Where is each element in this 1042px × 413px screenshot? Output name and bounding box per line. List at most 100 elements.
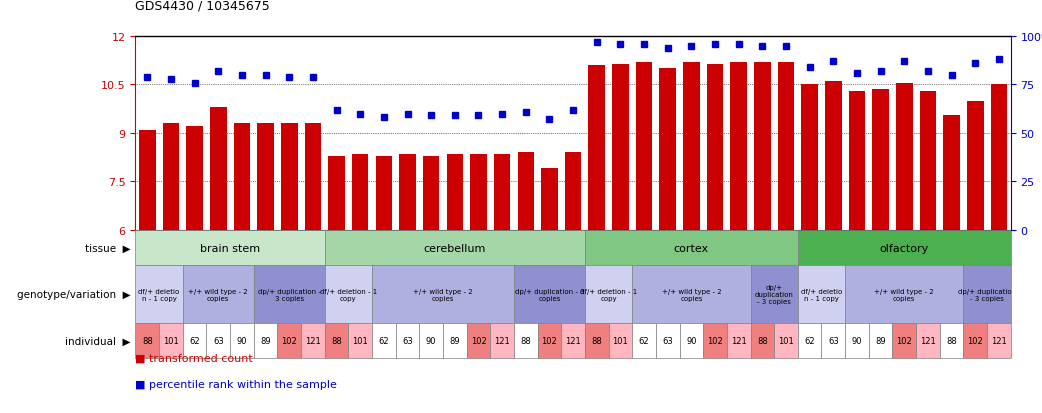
Text: 63: 63 [402, 336, 413, 345]
Bar [514, 323, 538, 358]
Text: 63: 63 [213, 336, 224, 345]
Bar [518, 153, 535, 230]
Bar [470, 154, 487, 230]
Bar [798, 266, 845, 323]
Bar [187, 127, 203, 230]
Bar [135, 323, 159, 358]
Bar [135, 266, 182, 323]
Bar [585, 323, 609, 358]
Bar [328, 156, 345, 230]
Bar [304, 124, 321, 230]
Bar [609, 323, 632, 358]
Bar [325, 266, 372, 323]
Text: dp/+ duplication -
3 copies: dp/+ duplication - 3 copies [257, 288, 321, 301]
Bar [423, 156, 440, 230]
Text: df/+ deletion - 1
copy: df/+ deletion - 1 copy [580, 288, 638, 301]
Bar [372, 266, 514, 323]
Text: 121: 121 [494, 336, 510, 345]
Text: 62: 62 [804, 336, 815, 345]
Bar [399, 154, 416, 230]
Bar [467, 323, 491, 358]
Bar [916, 323, 940, 358]
Text: 88: 88 [756, 336, 768, 345]
Bar [281, 124, 298, 230]
Text: 102: 102 [708, 336, 723, 345]
Text: ■ percentile rank within the sample: ■ percentile rank within the sample [135, 379, 338, 389]
Text: 90: 90 [237, 336, 247, 345]
Bar [774, 323, 798, 358]
Bar [632, 266, 750, 323]
Bar [798, 323, 821, 358]
Bar [750, 323, 774, 358]
Bar [660, 69, 676, 230]
Text: dp/+ duplication - 3
copies: dp/+ duplication - 3 copies [515, 288, 585, 301]
Text: cerebellum: cerebellum [424, 243, 486, 253]
Text: cortex: cortex [674, 243, 709, 253]
Text: 89: 89 [449, 336, 461, 345]
Bar [703, 323, 727, 358]
Text: +/+ wild type - 2
copies: +/+ wild type - 2 copies [414, 288, 473, 301]
Bar [163, 124, 179, 230]
Bar [541, 169, 557, 230]
Text: df/+ deletio
n - 1 copy: df/+ deletio n - 1 copy [801, 288, 842, 301]
Bar [514, 266, 585, 323]
Bar [967, 102, 984, 230]
Bar [372, 323, 396, 358]
Bar [872, 90, 889, 230]
Bar [987, 323, 1011, 358]
Text: 121: 121 [991, 336, 1007, 345]
Bar [706, 64, 723, 230]
Text: 90: 90 [426, 336, 437, 345]
Bar [848, 92, 865, 230]
Bar [538, 323, 562, 358]
Bar [684, 63, 699, 230]
Text: 101: 101 [352, 336, 368, 345]
Bar [233, 124, 250, 230]
Text: 88: 88 [520, 336, 531, 345]
Bar [821, 323, 845, 358]
Text: ■ transformed count: ■ transformed count [135, 353, 253, 363]
Bar [443, 323, 467, 358]
Text: tissue  ▶: tissue ▶ [84, 243, 130, 253]
Text: olfactory: olfactory [879, 243, 928, 253]
Bar [182, 323, 206, 358]
Bar [159, 323, 182, 358]
Text: 121: 121 [920, 336, 936, 345]
Bar [182, 266, 254, 323]
Bar [845, 323, 869, 358]
Bar [750, 266, 798, 323]
Text: 88: 88 [142, 336, 153, 345]
Bar [419, 323, 443, 358]
Bar [801, 85, 818, 230]
Bar [325, 230, 585, 266]
Text: 90: 90 [851, 336, 862, 345]
Bar [754, 63, 771, 230]
Text: 101: 101 [613, 336, 628, 345]
Text: 88: 88 [331, 336, 342, 345]
Bar [920, 92, 936, 230]
Bar [277, 323, 301, 358]
Bar [491, 323, 514, 358]
Bar [943, 116, 960, 230]
Text: 102: 102 [967, 336, 984, 345]
Bar [254, 266, 325, 323]
Text: df/+ deletion - 1
copy: df/+ deletion - 1 copy [320, 288, 377, 301]
Bar [777, 63, 794, 230]
Bar [396, 323, 419, 358]
Bar [612, 64, 628, 230]
Text: +/+ wild type - 2
copies: +/+ wild type - 2 copies [189, 288, 248, 301]
Text: 63: 63 [663, 336, 673, 345]
Bar [727, 323, 750, 358]
Bar [135, 230, 325, 266]
Bar [845, 266, 964, 323]
Text: 63: 63 [828, 336, 839, 345]
Bar [636, 63, 652, 230]
Bar [254, 323, 277, 358]
Text: df/+ deletio
n - 1 copy: df/+ deletio n - 1 copy [139, 288, 179, 301]
Text: 88: 88 [946, 336, 957, 345]
Bar [869, 323, 892, 358]
Bar [447, 154, 463, 230]
Text: dp/+ duplication
- 3 copies: dp/+ duplication - 3 copies [958, 288, 1016, 301]
Bar [210, 108, 226, 230]
Bar [565, 153, 581, 230]
